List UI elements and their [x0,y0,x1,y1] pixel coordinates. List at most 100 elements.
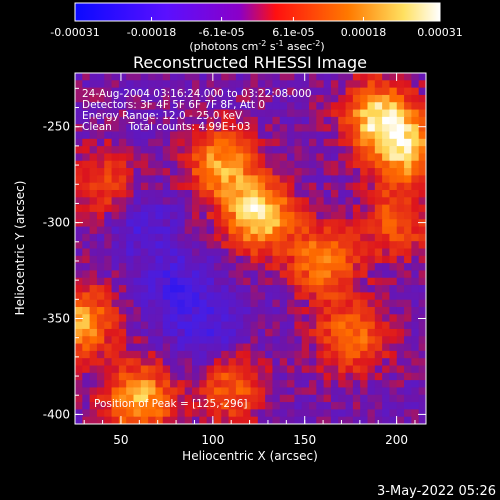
heatmap-cell [96,394,105,403]
heatmap-cell [155,197,164,206]
heatmap-cell [345,358,354,367]
y-tick-label: -350 [43,312,70,326]
heatmap-cell [199,160,208,169]
heatmap-cell [243,175,252,184]
heatmap-cell [309,131,317,140]
heatmap-cell [75,299,83,308]
heatmap-cell [360,416,369,424]
heatmap-cell [162,416,171,424]
heatmap-cell [411,365,420,374]
heatmap-cell [111,358,120,367]
heatmap-cell [82,80,91,89]
heatmap-cell [104,87,113,96]
heatmap-cell [199,328,208,337]
heatmap-cell [199,102,208,111]
heatmap-cell [162,299,171,308]
heatmap-cell [199,270,208,279]
heatmap-cell [206,116,215,125]
heatmap-cell [155,248,164,257]
heatmap-cell [104,226,113,235]
heatmap-cell [89,314,98,323]
heatmap-cell [199,131,208,140]
heatmap-cell [75,343,83,352]
heatmap-cell [148,153,157,162]
heatmap-cell [382,409,391,418]
heatmap-cell [177,197,186,206]
heatmap-cell [301,307,310,315]
heatmap-cell [155,365,164,374]
heatmap-cell [250,387,259,396]
heatmap-cell [323,146,332,155]
heatmap-cell [323,336,332,345]
heatmap-cell [265,336,274,345]
heatmap-cell [279,87,288,96]
heatmap-cell [243,204,252,213]
heatmap-cell [411,285,420,293]
heatmap-cell [257,270,266,279]
heatmap-cell [177,255,186,264]
heatmap-cell [411,138,420,147]
heatmap-cell [75,204,83,213]
heatmap-cell [243,336,252,345]
heatmap-cell [367,255,376,264]
heatmap-cell [82,307,91,315]
heatmap-cell [279,131,288,140]
heatmap-cell [294,94,303,103]
heatmap-cell [316,204,325,213]
heatmap-cell [382,328,391,337]
heatmap-cell [360,73,369,81]
heatmap-cell [140,131,149,140]
heatmap-cell [338,387,347,396]
heatmap-cell [199,277,208,286]
heatmap-cell [82,109,91,118]
heatmap-cell [265,168,274,176]
heatmap-cell [309,94,317,103]
colorbar-tick-label: 0.00031 [417,26,463,39]
heatmap-cell [257,394,266,403]
heatmap-cell [126,219,135,228]
heatmap-cell [221,146,230,155]
heatmap-cell [192,87,200,96]
heatmap-cell [235,204,244,213]
heatmap-cell [96,358,105,367]
heatmap-cell [301,336,310,345]
heatmap-cell [323,116,332,125]
heatmap-cell [221,248,230,257]
heatmap-cell [82,292,91,301]
heatmap-cell [352,138,361,147]
heatmap-cell [170,80,178,89]
heatmap-cell [382,131,391,140]
heatmap-cell [396,80,405,89]
heatmap-cell [133,285,142,293]
heatmap-cell [250,307,259,315]
heatmap-cell [155,124,164,133]
heatmap-cell [323,241,332,250]
heatmap-cell [235,409,244,418]
heatmap-cell [265,146,274,155]
heatmap-cell [352,336,361,345]
heatmap-cell [330,116,339,125]
heatmap-cell [316,233,325,242]
heatmap-cell [162,358,171,367]
heatmap-cell [360,248,369,257]
heatmap-cell [360,138,369,147]
heatmap-cell [111,182,120,191]
heatmap-cell [228,124,237,133]
heatmap-cell [213,204,222,213]
heatmap-cell [309,299,317,308]
heatmap-cell [411,255,420,264]
heatmap-cell [177,394,186,403]
heatmap-cell [111,270,120,279]
heatmap-cell [323,263,332,272]
heatmap-cell [301,182,310,191]
heatmap-cell [360,226,369,235]
heatmap-cell [192,197,200,206]
heatmap-cell [294,394,303,403]
heatmap-cell [177,241,186,250]
heatmap-cell [75,307,83,315]
heatmap-cell [243,416,252,424]
heatmap-cell [257,241,266,250]
heatmap-cell [396,146,405,155]
heatmap-cell [316,402,325,410]
heatmap-cell [177,80,186,89]
